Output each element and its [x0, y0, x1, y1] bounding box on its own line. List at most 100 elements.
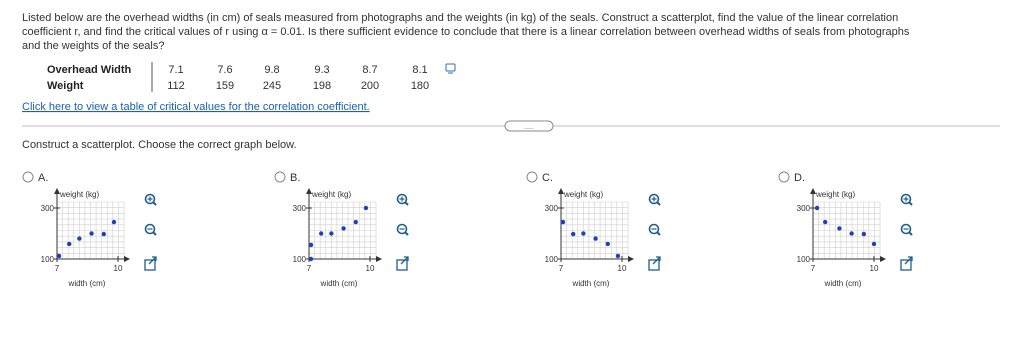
data-point — [101, 231, 106, 237]
option-label: B. — [290, 172, 300, 184]
icon-lens — [900, 223, 912, 235]
x-axis-arrow — [880, 256, 886, 262]
data-point — [308, 256, 314, 262]
table-cell: 8.7 — [362, 64, 377, 76]
zoom-in-button[interactable] — [648, 193, 661, 206]
zoom-out-button[interactable] — [900, 223, 913, 236]
x-axis-arrow — [124, 256, 130, 262]
zoom-out-button[interactable] — [144, 223, 157, 236]
y-tick-label: 300 — [797, 204, 811, 213]
data-point — [605, 241, 610, 247]
x-axis-label: width (cm) — [824, 279, 862, 288]
icon-arrow — [400, 256, 409, 265]
y-tick-label: 100 — [293, 255, 307, 264]
question-line: Listed below are the overhead widths (in… — [22, 12, 898, 24]
icon-lens — [396, 223, 408, 235]
y-axis-label: weight (kg) — [311, 190, 351, 199]
table-cell: 8.1 — [412, 64, 427, 76]
table-cell: 7.6 — [217, 64, 232, 76]
x-tick-label: 7 — [307, 264, 312, 273]
table-cell: 7.1 — [168, 64, 183, 76]
radio-button[interactable] — [22, 171, 34, 183]
icon-arrow — [904, 256, 913, 265]
data-point — [615, 253, 621, 259]
y-tick-label: 100 — [797, 255, 811, 264]
y-tick-label: 300 — [41, 204, 55, 213]
table-cell: 159 — [216, 80, 234, 92]
x-tick-label: 10 — [114, 264, 123, 273]
open-graph-button[interactable] — [144, 256, 157, 271]
open-graph-button[interactable] — [900, 256, 913, 271]
open-graph-button[interactable] — [396, 256, 409, 271]
icon-lens — [144, 223, 156, 235]
x-axis-arrow — [628, 256, 634, 262]
y-axis-label: weight (kg) — [815, 190, 855, 199]
data-point — [823, 219, 828, 225]
zoom-in-button[interactable] — [144, 193, 157, 206]
data-point — [814, 205, 820, 211]
option-label: C. — [542, 172, 553, 184]
critical-values-link[interactable]: Click here to view a table of critical v… — [22, 101, 370, 113]
zoom-in-button[interactable] — [900, 193, 913, 206]
y-tick-label: 100 — [41, 255, 55, 264]
option-label: D. — [794, 172, 805, 184]
data-point — [849, 231, 854, 236]
y-tick-label: 300 — [293, 204, 307, 213]
icon-handle — [152, 201, 157, 206]
icon-handle — [656, 201, 661, 206]
data-point — [837, 226, 842, 231]
y-axis-arrow — [306, 188, 312, 194]
data-point — [560, 219, 566, 225]
x-axis-label: width (cm) — [68, 279, 106, 288]
question-line: and the weights of the seals? — [22, 40, 164, 52]
radio-button[interactable] — [778, 171, 790, 183]
copy-icon[interactable] — [445, 63, 456, 74]
data-point — [89, 231, 94, 236]
table-cell: 198 — [313, 80, 331, 92]
data-point — [363, 205, 369, 211]
icon-box — [144, 259, 156, 271]
data-point — [571, 231, 576, 237]
icon-handle — [908, 201, 913, 206]
radio-button[interactable] — [274, 171, 286, 183]
expand-button[interactable]: ..... — [504, 120, 554, 132]
data-point — [319, 231, 324, 236]
zoom-in-button[interactable] — [396, 193, 409, 206]
x-tick-label: 7 — [559, 264, 564, 273]
icon-handle — [908, 231, 913, 236]
y-tick-label: 300 — [545, 204, 559, 213]
row-header: Weight — [47, 80, 84, 92]
data-point — [341, 226, 346, 231]
y-axis-arrow — [810, 188, 816, 194]
data-point — [308, 242, 314, 248]
icon-box — [396, 259, 408, 271]
icon-lens — [648, 193, 660, 205]
icon-box — [900, 259, 912, 271]
icon-lens — [900, 193, 912, 205]
data-point — [77, 236, 82, 241]
table-cell: 180 — [411, 80, 429, 92]
radio-button[interactable] — [526, 171, 538, 183]
x-axis-arrow — [376, 256, 382, 262]
x-tick-label: 10 — [618, 264, 627, 273]
data-point — [353, 219, 358, 225]
y-axis-label: weight (kg) — [563, 190, 603, 199]
option-label: A. — [38, 172, 48, 184]
x-tick-label: 7 — [811, 264, 816, 273]
table-cell: 9.8 — [264, 64, 279, 76]
y-axis-arrow — [558, 188, 564, 194]
question-line: coefficient r, and find the critical val… — [22, 26, 910, 38]
table-cell: 200 — [361, 80, 379, 92]
icon-handle — [404, 231, 409, 236]
x-tick-label: 7 — [55, 264, 60, 273]
y-tick-label: 100 — [545, 255, 559, 264]
x-axis-label: width (cm) — [320, 279, 358, 288]
zoom-out-button[interactable] — [648, 223, 661, 236]
zoom-out-button[interactable] — [396, 223, 409, 236]
icon-lens — [396, 193, 408, 205]
icon-arrow — [652, 256, 661, 265]
icon-handle — [404, 201, 409, 206]
open-graph-button[interactable] — [648, 256, 661, 271]
svg-text:.....: ..... — [524, 124, 534, 131]
